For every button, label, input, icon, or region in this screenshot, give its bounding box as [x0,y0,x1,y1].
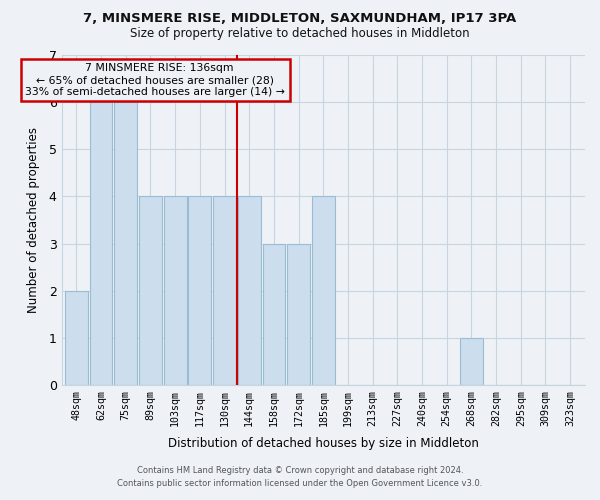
Text: Contains HM Land Registry data © Crown copyright and database right 2024.
Contai: Contains HM Land Registry data © Crown c… [118,466,482,487]
Bar [287,244,310,385]
Bar [115,102,137,385]
Text: Size of property relative to detached houses in Middleton: Size of property relative to detached ho… [130,28,470,40]
Bar [188,196,211,385]
Text: 7 MINSMERE RISE: 136sqm
← 65% of detached houses are smaller (28)
33% of semi-de: 7 MINSMERE RISE: 136sqm ← 65% of detache… [25,64,286,96]
Bar [312,196,335,385]
Y-axis label: Number of detached properties: Number of detached properties [28,127,40,313]
X-axis label: Distribution of detached houses by size in Middleton: Distribution of detached houses by size … [168,437,479,450]
Bar [65,290,88,385]
Bar [90,102,112,385]
Bar [238,196,260,385]
Bar [263,244,285,385]
Text: 7, MINSMERE RISE, MIDDLETON, SAXMUNDHAM, IP17 3PA: 7, MINSMERE RISE, MIDDLETON, SAXMUNDHAM,… [83,12,517,26]
Bar [164,196,187,385]
Bar [213,196,236,385]
Bar [460,338,483,385]
Bar [139,196,162,385]
